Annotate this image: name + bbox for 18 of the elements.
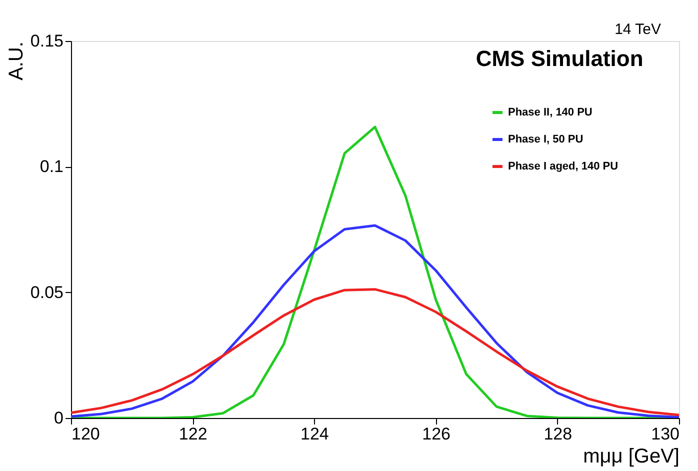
x-tick-label: 122 [178, 424, 208, 444]
legend-label: Phase I aged, 140 PU [508, 160, 618, 172]
x-tick-label: 120 [72, 424, 100, 444]
y-tick-label: 0.05 [30, 282, 64, 302]
y-tick-label: 0 [54, 408, 64, 428]
legend-label: Phase II, 140 PU [508, 106, 592, 118]
x-tick-label: 124 [300, 424, 329, 444]
legend-label: Phase I, 50 PU [508, 134, 584, 146]
y-axis-title: A.U. [5, 42, 28, 80]
y-tick-label: 0.15 [30, 32, 64, 50]
text: 14 TeV [614, 21, 661, 38]
y-tick-label: 0.1 [40, 157, 64, 176]
annotation: CMS Simulation [476, 46, 644, 71]
x-tick-label: 126 [422, 424, 450, 444]
line-series [71, 288, 679, 416]
x-axis-title: mμμ [GeV] [583, 446, 680, 468]
x-tick-label: 128 [544, 424, 572, 444]
x-tick-label: 130 [651, 424, 680, 444]
